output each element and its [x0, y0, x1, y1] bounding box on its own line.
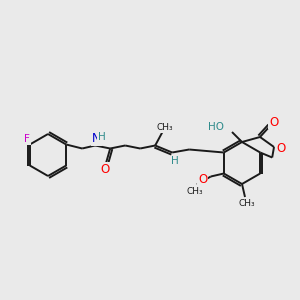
Text: H: H	[171, 157, 179, 166]
Text: O: O	[276, 142, 286, 154]
Text: O: O	[100, 163, 110, 176]
Text: O: O	[198, 173, 207, 186]
Text: CH₃: CH₃	[187, 187, 203, 196]
Text: F: F	[24, 134, 30, 145]
Text: CH₃: CH₃	[157, 123, 173, 132]
Text: CH₃: CH₃	[239, 200, 255, 208]
Text: H: H	[98, 133, 106, 142]
Text: N: N	[92, 132, 100, 145]
Text: O: O	[269, 116, 279, 128]
Text: HO: HO	[208, 122, 224, 132]
